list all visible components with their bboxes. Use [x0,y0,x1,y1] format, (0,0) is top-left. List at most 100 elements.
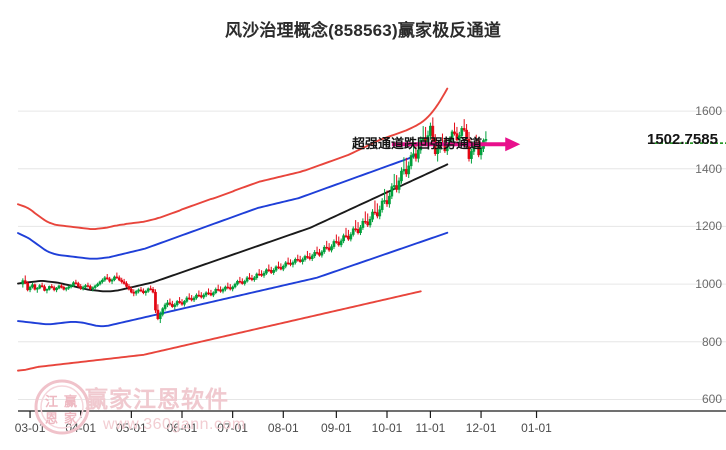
x-axis-tick-label: 08-01 [267,421,299,435]
watermark-url: www.360gann.com [103,416,246,433]
y-axis-tick-label: 600 [701,392,722,407]
candle-body [146,288,150,292]
candle-body [301,259,304,262]
x-axis-tick-label: 09-01 [320,421,352,435]
candle-body [286,262,290,265]
candle-body [117,277,121,281]
candle-body [151,289,155,293]
candle-body [96,283,99,287]
candle-body [180,302,184,305]
candle-body [255,273,259,279]
candle-body [52,287,56,291]
candle-body [212,292,215,296]
candle-body [397,180,401,190]
candle-body [318,252,321,256]
candle-body [322,246,326,253]
candle-body [349,234,353,240]
candle-body [409,155,413,167]
candle-body [72,282,75,286]
candle-body [315,252,319,254]
x-axis-tick-label: 07-01 [217,421,248,435]
candle-body [298,259,302,262]
candle-body [240,281,244,284]
candle-body [55,287,58,291]
candle-body [289,263,292,265]
candle-body [108,278,112,282]
candle-body [392,185,396,187]
candle-body [50,286,54,288]
candle-body [23,280,27,284]
candle-body [110,279,114,282]
candle-body [436,148,439,154]
candle-body [325,246,329,249]
band-mid_line [17,163,449,293]
candle-body [351,228,355,235]
candle-body [79,286,83,289]
candle-body [344,235,348,237]
candle-body [60,285,63,288]
annotation-arrow-head [505,137,521,152]
candle-body [137,289,140,292]
candle-body [245,277,249,282]
candle-body [310,255,314,259]
candle-body [31,284,34,288]
candle-body [342,235,345,242]
candle-body [330,246,333,251]
page-title: 风沙治理概念(858563)赢家极反通道 [224,21,502,40]
y-axis-tick-label: 1200 [695,219,722,234]
candle-body [470,151,473,159]
candle-body [460,128,464,136]
candle-body [154,291,157,311]
candle-body [122,281,126,284]
candle-body [339,240,343,246]
seal-char-0: 江 [45,394,59,409]
candle-body [93,285,97,288]
candle-body [45,289,49,291]
candle-body [383,200,386,202]
candle-body [453,131,456,134]
candle-body [199,295,203,298]
candle-body [484,139,488,141]
x-axis-tick-label: 11-01 [415,421,446,435]
candle-body [149,288,153,290]
candle-body [89,286,92,289]
candle-body [450,131,454,140]
candle-body [101,279,104,283]
candle-body [231,286,235,290]
y-axis-tick-label: 800 [701,334,722,349]
candle-body [144,291,148,294]
candle-body [433,141,437,155]
candle-body [359,227,362,234]
candle-body [91,287,95,289]
candle-body [86,285,90,287]
candle-body [166,302,169,306]
candle-body [130,289,133,293]
candle-body [221,289,225,292]
candle-body [202,294,206,298]
candle-body [238,280,242,283]
annotation-arrow [391,137,726,152]
candle-body [380,200,384,210]
candle-body [335,241,338,243]
candle-body [272,270,275,273]
candle-body [187,297,191,300]
candle-body [320,251,324,256]
candle-body [431,125,435,142]
candle-body [21,280,25,285]
candle-body [337,241,341,246]
candle-body [327,247,331,251]
candle-body [185,297,189,302]
candle-body [33,284,37,290]
candle-body [175,301,179,306]
candle-body [98,281,102,285]
watermark-seal-logo: 江 赢 恩 家 [34,379,90,435]
candle-body [48,286,51,290]
candle-body [378,209,382,217]
x-axis-tick-label: 12-01 [465,421,497,435]
candle-body [197,294,201,297]
candle-body [265,269,268,274]
candle-body [183,301,186,305]
candle-body [115,276,119,279]
